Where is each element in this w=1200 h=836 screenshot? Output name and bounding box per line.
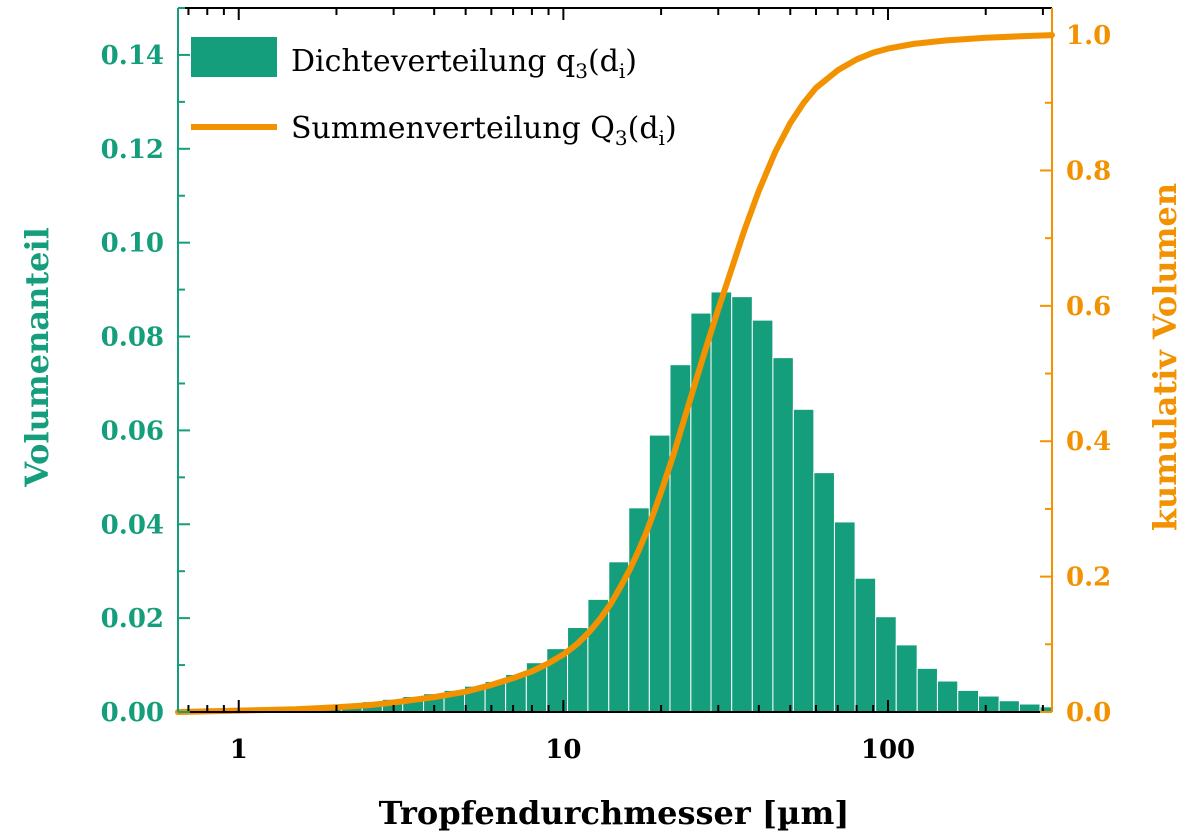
histogram-bar [957,689,980,713]
histogram-bar [875,616,897,713]
right-tick-label: 0.2 [1066,563,1111,593]
left-axis-title: Volumenanteil [18,227,56,488]
histogram-bar [978,695,1000,713]
histogram-bar [936,680,959,713]
histogram-bar [916,667,938,713]
left-tick-label: 0.14 [101,41,164,71]
histogram-bar [854,577,877,713]
x-tick-label: 10 [545,735,581,765]
x-tick-label: 100 [861,735,915,765]
histogram-bar [710,291,733,713]
left-tick-label: 0.08 [101,323,164,353]
histogram-bar [1018,703,1041,713]
bars-layer [177,291,1053,713]
right-axis-title: kumulativ Volumen [1146,183,1184,531]
left-tick-label: 0.02 [101,604,164,634]
histogram-bar [833,521,856,713]
right-tick-label: 0.8 [1066,156,1111,186]
histogram-bar [751,319,774,713]
histogram-bar [792,408,815,713]
x-axis-title: Tropfendurchmesser [µm] [379,794,850,832]
legend: Dichteverteilung q3(di) Summenverteilung … [191,37,677,150]
histogram-bar [998,700,1020,713]
histogram-bar [813,472,835,713]
axes-layer: 1 10 100 0.00 0.02 0.04 0.06 0.08 0.10 0.12 0.14 0.… [101,7,1111,765]
right-tick-label: 0.6 [1066,292,1111,322]
right-tick-label: 0.0 [1066,698,1111,728]
right-tick-label: 1.0 [1066,21,1111,51]
left-tick-label: 0.00 [101,698,164,728]
histogram-bar [895,644,918,713]
histogram-bar [772,357,794,713]
legend-bar-swatch [191,37,277,77]
histogram-bar [731,296,753,713]
right-tick-label: 0.4 [1066,427,1111,457]
left-tick-label: 0.04 [101,510,164,540]
legend-label: Dichteverteilung q3(di) [291,44,637,83]
left-tick-label: 0.12 [101,135,164,165]
legend-label: Summenverteilung Q3(di) [291,111,677,150]
left-tick-label: 0.10 [101,229,164,259]
cumulative-line [175,32,1055,715]
x-tick-label: 1 [230,735,248,765]
line-layer [175,32,1055,715]
left-tick-label: 0.06 [101,416,164,446]
